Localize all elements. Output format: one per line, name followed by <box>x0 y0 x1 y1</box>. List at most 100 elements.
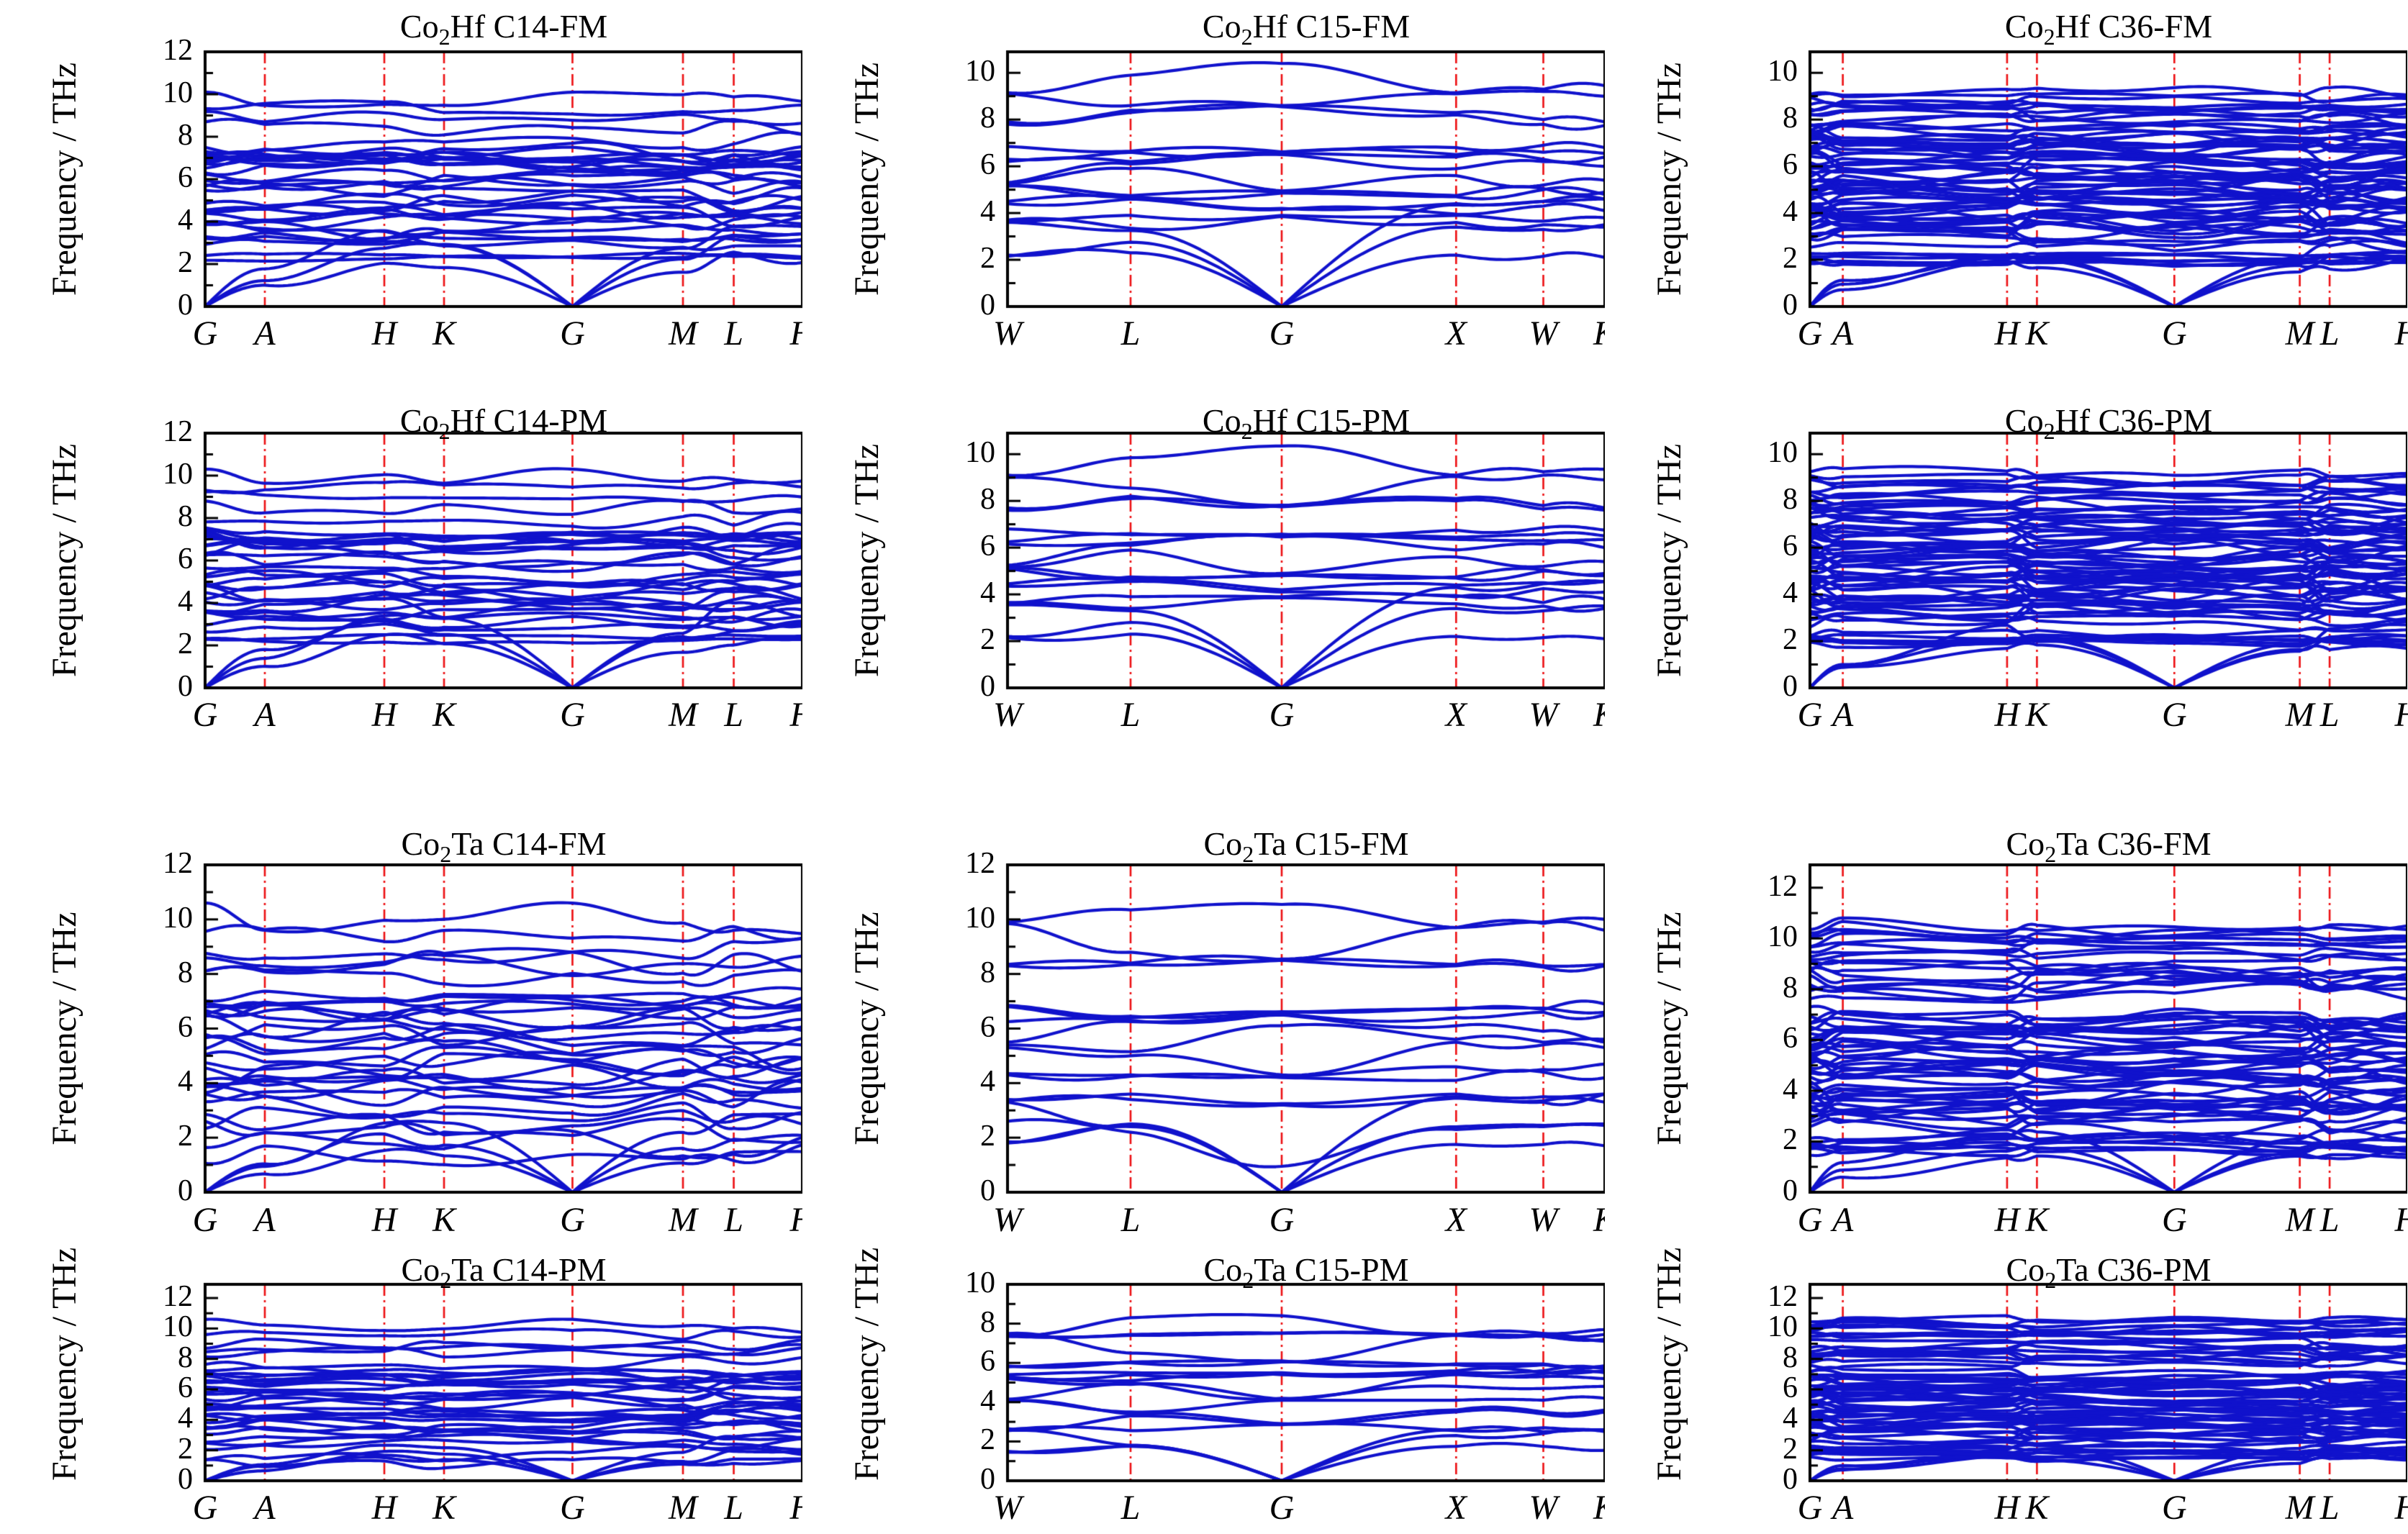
k-point-label-h-7: H <box>2395 695 2408 735</box>
y-tick-label: 10 <box>1767 436 1798 470</box>
k-point-label-a-1: A <box>254 1489 276 1527</box>
y-tick-label: 2 <box>980 623 995 657</box>
k-point-label-l-6: L <box>2319 696 2340 734</box>
y-tick-label: 8 <box>178 956 193 989</box>
k-point-label-k-3: K <box>2025 696 2049 734</box>
y-tick-label: 2 <box>980 1423 995 1457</box>
y-tick-label: 2 <box>178 627 193 661</box>
y-tick-label: 10 <box>163 458 193 491</box>
y-tick-label: 4 <box>178 1065 193 1099</box>
k-point-label-k-3: K <box>2025 1489 2049 1527</box>
k-point-label-x-3: X <box>1445 1489 1467 1527</box>
k-point-label-w-0: W <box>993 314 1022 353</box>
k-point-label-w-0: W <box>993 1489 1022 1527</box>
y-axis-label: Frequency / THz <box>1650 1247 1688 1481</box>
panel-title: Co2Ta C36-PM <box>2006 1251 2212 1294</box>
panel-title: Co2Ta C15-FM <box>1203 825 1409 868</box>
y-tick-label: 12 <box>163 34 193 67</box>
k-point-label-m-5: M <box>2285 314 2314 353</box>
phonon-panel-hf-c15-fm: Co2Hf C15-FM Frequency / THz 0 2 4 6 8 10 W L G X… <box>802 0 1616 381</box>
k-point-label-l-1: L <box>1121 696 1141 734</box>
k-point-label-a-1: A <box>1832 1489 1854 1527</box>
k-point-label-a-1: A <box>1832 696 1854 734</box>
y-tick-label: 2 <box>178 246 193 279</box>
k-point-label-a-1: A <box>254 314 276 353</box>
y-tick-label: 12 <box>163 847 193 880</box>
k-point-label-m-5: M <box>669 1489 697 1527</box>
y-tick-label: 6 <box>178 543 193 576</box>
k-point-label-k-3: K <box>432 1489 456 1527</box>
k-point-label-l-1: L <box>1121 1489 1141 1527</box>
k-point-label-g-4: G <box>2161 696 2187 734</box>
k-point-label-g-4: G <box>2161 314 2187 353</box>
k-point-label-m-5: M <box>669 314 697 353</box>
y-tick-label: 6 <box>980 148 995 182</box>
y-tick-label: 8 <box>1783 971 1798 1004</box>
k-point-label-g-4: G <box>560 314 585 353</box>
y-tick-label: 8 <box>980 1305 995 1339</box>
phonon-panel-hf-c14-pm: Co2Hf C14-PM Frequency / THz 0 2 4 6 8 10 12 G A… <box>0 381 815 766</box>
y-tick-label: 2 <box>178 1120 193 1153</box>
y-axis-label: Frequency / THz <box>45 912 83 1145</box>
y-tick-label: 6 <box>980 1345 995 1379</box>
y-tick-label: 6 <box>178 1010 193 1044</box>
k-point-label-g-4: G <box>560 1489 585 1527</box>
y-axis-label: Frequency / THz <box>848 1247 886 1481</box>
y-tick-label: 4 <box>178 204 193 237</box>
y-tick-label: 12 <box>163 1280 193 1314</box>
y-tick-label: 10 <box>965 901 995 935</box>
panel-title: Co2Hf C36-PM <box>2004 402 2213 445</box>
k-point-label-k-3: K <box>432 696 456 734</box>
y-tick-label: 0 <box>178 670 193 703</box>
y-tick-label: 6 <box>980 530 995 563</box>
k-point-label-g-0: G <box>1797 1489 1823 1527</box>
y-tick-label: 0 <box>980 1463 995 1496</box>
y-tick-label: 6 <box>178 161 193 194</box>
band-structure-plot <box>802 1232 1605 1534</box>
k-point-label-l-6: L <box>724 314 743 353</box>
band-structure-plot <box>1605 784 2407 1252</box>
y-tick-label: 4 <box>178 585 193 618</box>
y-axis-label: Frequency / THz <box>45 1247 83 1481</box>
y-tick-label: 12 <box>1767 1280 1798 1314</box>
k-point-label-g-0: G <box>1797 696 1823 734</box>
y-tick-label: 10 <box>1767 55 1798 88</box>
panel-title: Co2Hf C15-FM <box>1202 8 1411 50</box>
k-point-label-l-1: L <box>1121 314 1141 353</box>
y-tick-label: 8 <box>1783 483 1798 517</box>
y-tick-label: 0 <box>1783 1463 1798 1496</box>
band-structure-plot <box>802 381 1605 766</box>
k-point-label-w-0: W <box>993 696 1022 734</box>
band-structure-plot <box>1605 381 2407 766</box>
k-point-label-a-1: A <box>254 696 276 734</box>
y-tick-label: 0 <box>980 670 995 703</box>
k-point-label-g-2: G <box>1269 1489 1295 1527</box>
k-point-label-h-7: H <box>2395 314 2408 353</box>
y-tick-label: 6 <box>1783 1371 1798 1405</box>
k-point-label-g-4: G <box>560 696 585 734</box>
y-tick-label: 0 <box>178 1463 193 1496</box>
k-point-label-w-4: W <box>1529 1489 1558 1527</box>
y-tick-label: 12 <box>1767 869 1798 903</box>
k-point-label-h-7: H <box>2395 1488 2408 1528</box>
k-point-label-l-6: L <box>724 1489 743 1527</box>
y-tick-label: 4 <box>1783 1072 1798 1106</box>
k-point-label-g-0: G <box>1797 314 1823 353</box>
panel-title: Co2Hf C14-FM <box>399 8 608 50</box>
y-tick-label: 6 <box>1783 1022 1798 1056</box>
phonon-panel-ta-c15-fm: Co2Ta C15-FM Frequency / THz 0 2 4 6 8 10 12 W L… <box>802 784 1616 1252</box>
band-structure-plot <box>802 0 1605 381</box>
band-structure-plot <box>1605 1232 2407 1534</box>
k-point-label-g-2: G <box>1269 314 1295 353</box>
y-tick-label: 10 <box>163 901 193 935</box>
y-axis-label: Frequency / THz <box>1650 443 1688 678</box>
y-axis-label: Frequency / THz <box>1650 912 1688 1145</box>
y-tick-label: 0 <box>980 1174 995 1207</box>
y-tick-label: 2 <box>1783 242 1798 276</box>
y-tick-label: 10 <box>163 1310 193 1344</box>
panel-title: Co2Ta C14-FM <box>401 825 607 868</box>
k-point-label-k-3: K <box>2025 314 2049 353</box>
y-tick-label: 6 <box>1783 148 1798 182</box>
y-tick-label: 0 <box>178 1174 193 1207</box>
